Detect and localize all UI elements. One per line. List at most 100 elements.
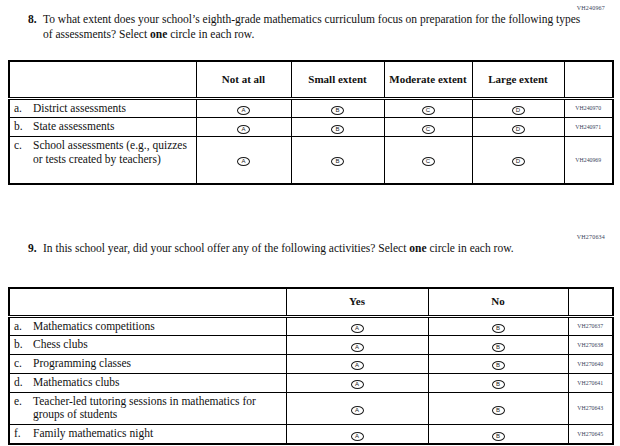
question9-text-bold: one — [409, 242, 426, 254]
answer-bubble-b[interactable]: B — [331, 125, 344, 134]
row-letter: f. — [14, 427, 33, 441]
row-vh-code: VH270637 — [568, 316, 613, 336]
question9-col-no: No — [428, 288, 568, 316]
row-label-cell: c.Programming classes — [9, 355, 286, 374]
option-cell: C — [384, 118, 472, 137]
option-cell: D — [472, 118, 564, 137]
row-vh-code: VH240971 — [564, 118, 613, 137]
question8-vh-code: VH240967 — [577, 5, 605, 11]
option-cell: B — [428, 336, 568, 355]
row-label: School assessments (e.g., quizzes or tes… — [33, 139, 193, 167]
row-vh-code: VH240969 — [564, 137, 613, 184]
table-row: c.School assessments (e.g., quizzes or t… — [9, 137, 613, 184]
answer-bubble-c[interactable]: C — [422, 157, 435, 166]
row-letter: b. — [14, 120, 33, 134]
row-vh-code: VH240970 — [564, 98, 613, 118]
table-row: b.Chess clubs A B VH270638 — [9, 336, 613, 355]
row-vh-code: VH270638 — [568, 336, 613, 355]
row-label-cell: d.Mathematics clubs — [9, 373, 286, 392]
row-vh-code: VH270641 — [568, 373, 613, 392]
answer-bubble-no[interactable]: B — [492, 406, 505, 415]
question8-header-row: Not at all Small extent Moderate extent … — [9, 61, 613, 98]
question8-col-small-extent: Small extent — [291, 61, 384, 98]
row-letter: a. — [14, 102, 33, 116]
question8-text-post: circle in each row. — [167, 28, 254, 40]
row-label-cell: e.Teacher-led tutoring sessions in mathe… — [9, 392, 286, 425]
question9-header-code — [568, 288, 613, 316]
row-label: Family mathematics night — [33, 427, 283, 441]
question8-text-bold: one — [150, 28, 167, 40]
row-label: State assessments — [33, 120, 193, 134]
row-letter: c. — [14, 139, 33, 167]
question8-col-large-extent: Large extent — [472, 61, 564, 98]
row-label: Programming classes — [33, 357, 283, 371]
option-cell: A — [286, 355, 428, 374]
question8-number: 8. — [28, 12, 43, 41]
table-row: c.Programming classes A B VH270640 — [9, 355, 613, 374]
answer-bubble-b[interactable]: B — [331, 157, 344, 166]
row-letter: b. — [14, 338, 33, 352]
option-cell: A — [196, 137, 291, 184]
question8-col-not-at-all: Not at all — [196, 61, 291, 98]
answer-bubble-a[interactable]: A — [237, 157, 250, 166]
option-cell: A — [286, 373, 428, 392]
answer-bubble-yes[interactable]: A — [351, 324, 364, 333]
row-label-cell: b.Chess clubs — [9, 336, 286, 355]
row-label: Teacher-led tutoring sessions in mathema… — [33, 395, 283, 423]
answer-bubble-c[interactable]: C — [422, 125, 435, 134]
question9-header-row: Yes No — [9, 288, 613, 316]
table-row: d.Mathematics clubs A B VH270641 — [9, 373, 613, 392]
option-cell: A — [286, 392, 428, 425]
answer-bubble-d[interactable]: D — [512, 106, 525, 115]
answer-bubble-no[interactable]: B — [492, 324, 505, 333]
question8-text: To what extent does your school’s eighth… — [43, 12, 591, 41]
answer-bubble-no[interactable]: B — [492, 343, 505, 352]
option-cell: B — [428, 373, 568, 392]
answer-bubble-yes[interactable]: A — [351, 406, 364, 415]
question8-header-empty — [9, 61, 196, 98]
row-label: District assessments — [33, 102, 193, 116]
option-cell: C — [384, 98, 472, 118]
answer-bubble-yes[interactable]: A — [351, 361, 364, 370]
option-cell: A — [286, 336, 428, 355]
table-row: a.District assessments A B C D VH240970 — [9, 98, 613, 118]
row-label: Chess clubs — [33, 338, 283, 352]
answer-bubble-yes[interactable]: A — [351, 343, 364, 352]
question9-header-empty — [9, 288, 286, 316]
answer-bubble-a[interactable]: A — [237, 106, 250, 115]
row-label-cell: c.School assessments (e.g., quizzes or t… — [9, 137, 196, 184]
option-cell: B — [428, 316, 568, 336]
option-cell: B — [428, 392, 568, 425]
option-cell: B — [428, 355, 568, 374]
answer-bubble-d[interactable]: D — [512, 157, 525, 166]
question9-table: Yes No a.Mathematics competitions A B VH… — [8, 287, 614, 445]
answer-bubble-yes[interactable]: A — [351, 432, 364, 441]
question9: 9. In this school year, did your school … — [28, 241, 591, 256]
answer-bubble-no[interactable]: B — [492, 380, 505, 389]
option-cell: A — [196, 118, 291, 137]
answer-bubble-a[interactable]: A — [237, 125, 250, 134]
table-row: e.Teacher-led tutoring sessions in mathe… — [9, 392, 613, 425]
row-vh-code: VH270643 — [568, 392, 613, 425]
row-letter: e. — [14, 395, 33, 423]
table-row: b.State assessments A B C D VH240971 — [9, 118, 613, 137]
answer-bubble-yes[interactable]: A — [351, 380, 364, 389]
row-letter: a. — [14, 320, 33, 334]
answer-bubble-c[interactable]: C — [422, 106, 435, 115]
answer-bubble-no[interactable]: B — [492, 361, 505, 370]
option-cell: B — [428, 425, 568, 444]
option-cell: A — [286, 425, 428, 444]
option-cell: C — [384, 137, 472, 184]
question8-header-code — [564, 61, 613, 98]
question9-col-yes: Yes — [286, 288, 428, 316]
option-cell: D — [472, 137, 564, 184]
row-label: Mathematics clubs — [33, 376, 283, 390]
row-label-cell: a.District assessments — [9, 98, 196, 118]
row-letter: c. — [14, 357, 33, 371]
answer-bubble-b[interactable]: B — [331, 106, 344, 115]
option-cell: B — [291, 137, 384, 184]
answer-bubble-d[interactable]: D — [512, 125, 525, 134]
question8-text-pre: To what extent does your school’s eighth… — [43, 13, 580, 40]
question9-number: 9. — [28, 241, 43, 256]
answer-bubble-no[interactable]: B — [492, 432, 505, 441]
